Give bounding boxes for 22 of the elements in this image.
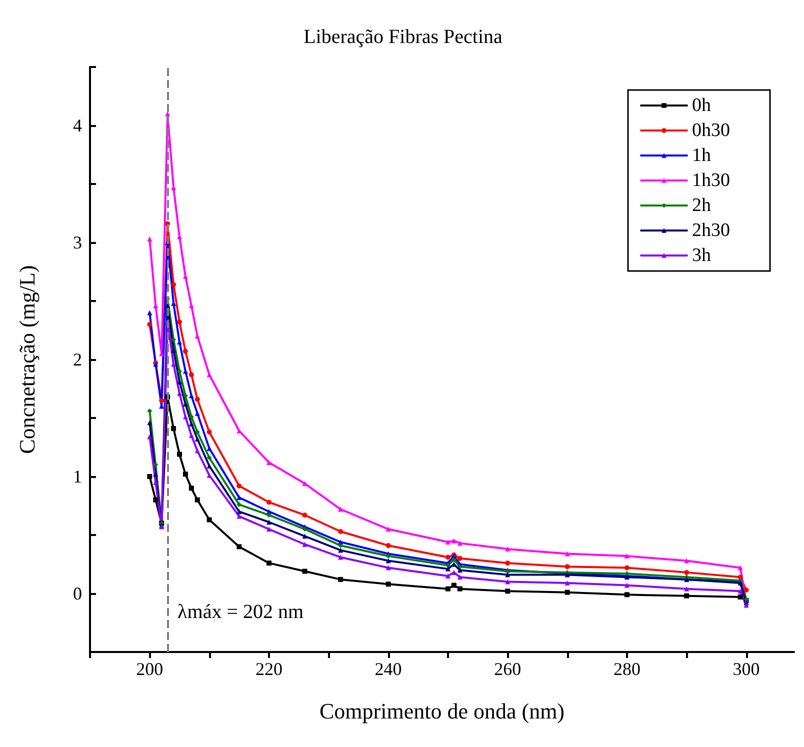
- annotation: λmáx = 202 nm: [178, 601, 304, 623]
- y-tick-label: 4: [73, 116, 82, 136]
- y-tick-label: 1: [73, 466, 82, 486]
- x-tick-label: 300: [732, 659, 760, 679]
- x-tick-label: 240: [374, 659, 402, 679]
- x-axis-title: Comprimento de onda (nm): [319, 698, 565, 724]
- y-tick-label: 3: [73, 232, 82, 252]
- x-tick-label: 200: [136, 659, 164, 679]
- y-tick-label: 2: [73, 350, 82, 370]
- legend-label: 1h: [692, 145, 712, 166]
- x-tick-label: 220: [255, 659, 282, 679]
- legend-label: 0h: [692, 95, 712, 116]
- y-tick-label: 0: [73, 584, 82, 604]
- legend-label: 1h30: [692, 170, 730, 191]
- legend-label: 0h30: [692, 120, 730, 141]
- legend-label: 3h: [692, 245, 712, 266]
- legend-label: 2h30: [692, 220, 730, 241]
- y-axis-title: Concnetração (mg/L): [14, 265, 40, 454]
- x-tick-label: 260: [494, 659, 522, 679]
- legend-label: 2h: [692, 195, 712, 216]
- chart-title: Liberação Fibras Pectina: [304, 26, 503, 48]
- x-tick-label: 280: [613, 659, 640, 679]
